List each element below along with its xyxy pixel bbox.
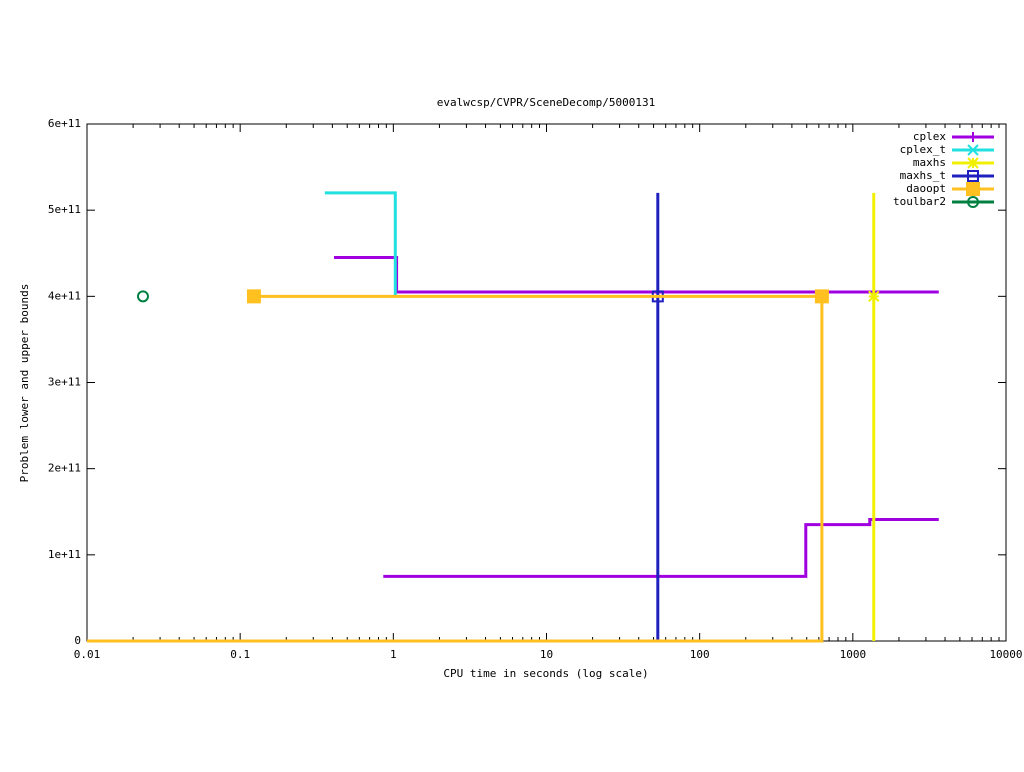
plot-frame: [86, 123, 1007, 642]
y-tick-label: 6e+11: [48, 117, 81, 130]
legend-marker: [968, 132, 978, 142]
legend-label: maxhs_t: [900, 169, 946, 182]
x-tick-label: 10: [540, 648, 553, 661]
x-tick-label: 0.1: [230, 648, 250, 661]
y-tick-label: 5e+11: [48, 203, 81, 216]
legend-label: cplex_t: [900, 143, 946, 156]
x-tick-label: 100: [690, 648, 710, 661]
marker: [246, 289, 261, 304]
y-tick-label: 4e+11: [48, 289, 81, 302]
marker: [814, 289, 829, 304]
y-tick-label: 0: [74, 634, 81, 647]
legend-label: cplex: [913, 130, 946, 143]
series-line: [324, 191, 397, 297]
legend-marker: [966, 182, 980, 196]
x-axis-label: CPU time in seconds (log scale): [443, 667, 648, 680]
legend-marker: [967, 170, 979, 182]
y-axis-label: Problem lower and upper bounds: [18, 284, 31, 483]
x-tick-label: 1: [390, 648, 397, 661]
legend-label: maxhs: [913, 156, 946, 169]
series-line: [334, 256, 939, 578]
legend-marker: [967, 196, 979, 208]
chart-title: evalwcsp/CVPR/SceneDecomp/5000131: [437, 96, 656, 109]
x-tick-label: 1000: [840, 648, 867, 661]
x-tick-label: 0.01: [74, 648, 101, 661]
x-tick-label: 10000: [989, 648, 1022, 661]
series-line: [87, 294, 824, 643]
legend-marker: [967, 144, 979, 156]
y-tick-label: 3e+11: [48, 376, 81, 389]
marker: [651, 290, 664, 303]
legend-marker: [967, 157, 979, 169]
marker: [136, 290, 149, 303]
legend-label: toulbar2: [893, 195, 946, 208]
y-tick-label: 1e+11: [48, 548, 81, 561]
legend-label: daoopt: [906, 182, 946, 195]
marker: [868, 290, 880, 303]
y-tick-label: 2e+11: [48, 462, 81, 475]
